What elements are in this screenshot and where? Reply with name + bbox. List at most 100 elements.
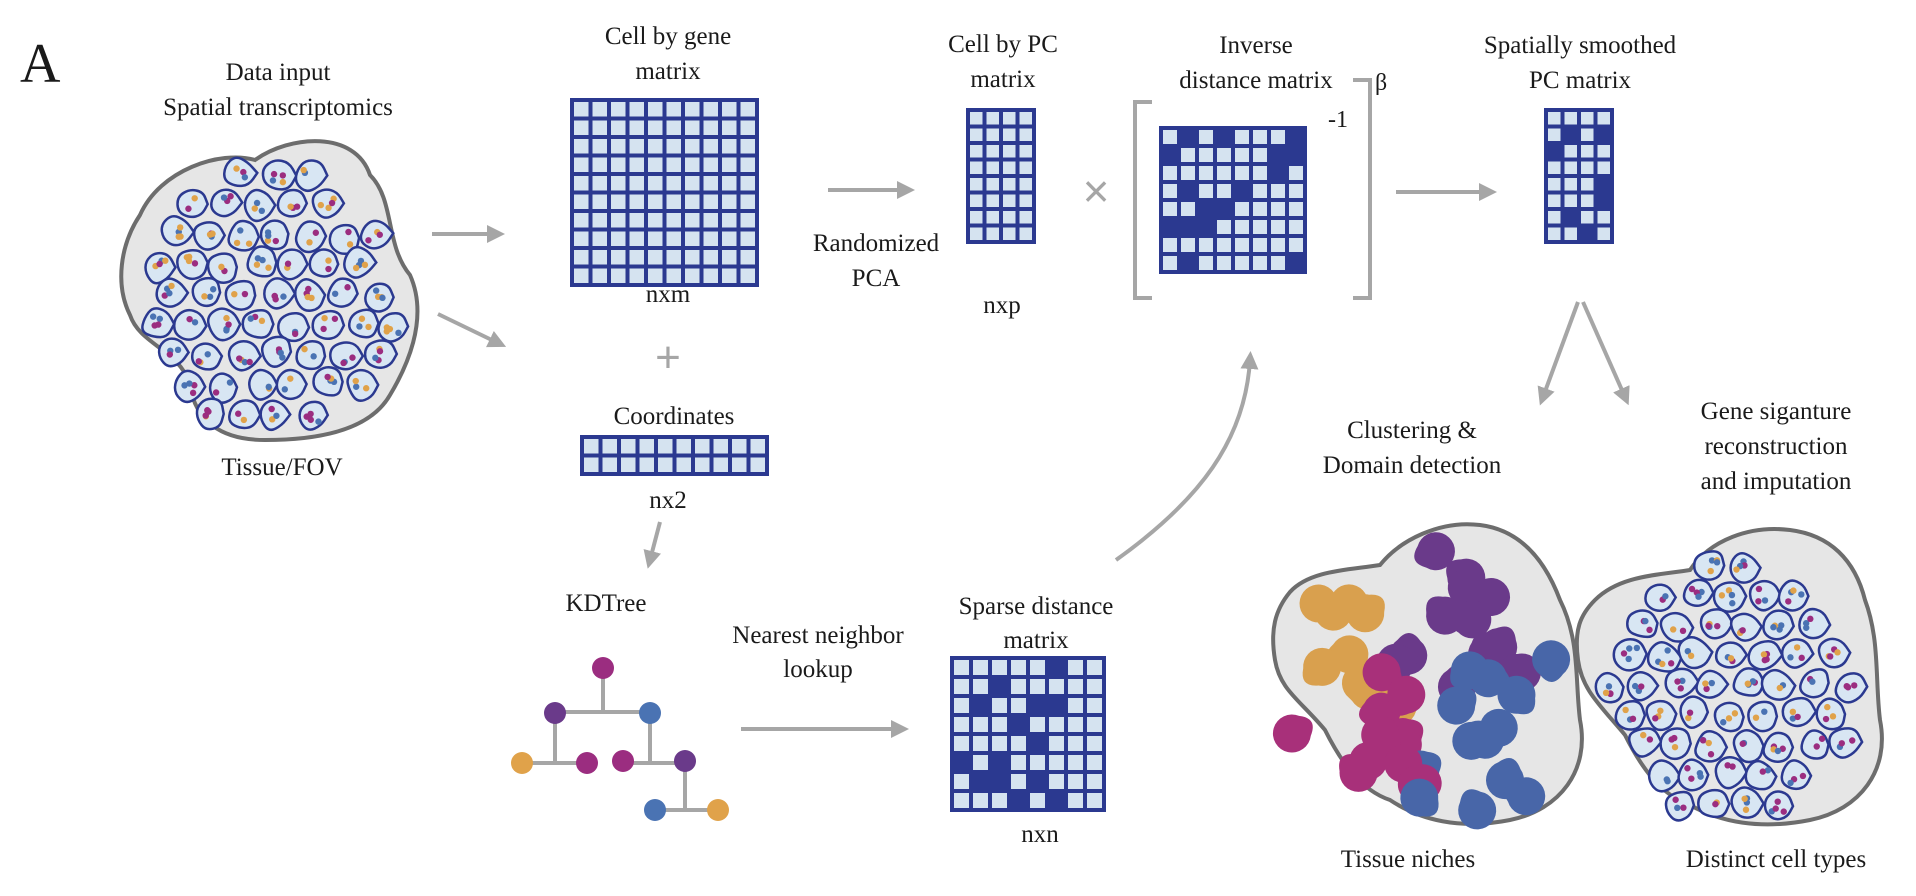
matrix-cell <box>1019 161 1032 174</box>
gene-signature-line2: reconstruction <box>1704 433 1848 460</box>
cell-by-pc-matrix <box>966 108 1036 244</box>
transcript-dot <box>1671 743 1679 751</box>
matrix-cell <box>1199 202 1213 216</box>
matrix-cell <box>574 120 589 135</box>
transcript-dot <box>1657 707 1664 714</box>
matrix-cell <box>1068 679 1083 694</box>
matrix-cell <box>1289 202 1303 216</box>
matrix-cell <box>592 231 607 246</box>
transcript-dot <box>1728 591 1736 599</box>
matrix-cell <box>676 439 691 454</box>
matrix-cell <box>732 439 747 454</box>
transcript-dot <box>1761 656 1769 664</box>
transcript-dot <box>1725 587 1733 594</box>
matrix-cell <box>629 268 644 283</box>
matrix-cell <box>1581 128 1594 141</box>
transcript-dot <box>1744 680 1752 687</box>
tissue-fov-label: Tissue/FOV <box>221 454 342 481</box>
cell-by-pc-title: Cell by PC <box>948 31 1058 58</box>
transcript-dot <box>1702 680 1709 687</box>
matrix-cell <box>1087 774 1102 789</box>
matrix-cell <box>1181 220 1195 234</box>
matrix-cell <box>685 157 700 172</box>
transcript-dot <box>272 296 279 303</box>
matrix-cell <box>685 139 700 154</box>
matrix-cell <box>1581 211 1594 224</box>
transcript-dot <box>204 351 211 358</box>
matrix-cell <box>592 250 607 265</box>
cell-shape <box>1834 672 1869 704</box>
matrix-cell <box>1003 161 1016 174</box>
matrix-cell <box>986 178 999 191</box>
cell-shape <box>1815 697 1847 731</box>
matrix-cell <box>685 120 700 135</box>
matrix-cell <box>1030 755 1045 770</box>
transcript-dot <box>1809 678 1816 685</box>
matrix-cell <box>1217 166 1231 180</box>
matrix-cell <box>732 457 747 472</box>
matrix-cell <box>1217 220 1231 234</box>
matrix-cell <box>648 120 663 135</box>
inverse-distance-matrix <box>1159 126 1307 274</box>
cell-shape <box>176 188 210 219</box>
matrix-cell <box>1271 130 1285 144</box>
matrix-cell <box>703 176 718 191</box>
clustering-subtitle: Domain detection <box>1323 452 1502 479</box>
matrix-cell <box>1217 130 1231 144</box>
cell-shape <box>1760 668 1797 701</box>
matrix-cell <box>611 194 626 209</box>
nearest-neighbor-title: Nearest neighbor <box>732 622 904 649</box>
transcript-dot <box>1739 740 1746 747</box>
matrix-cell <box>1030 698 1045 713</box>
matrix-cell <box>1011 736 1026 751</box>
right-bracket <box>1353 78 1372 300</box>
matrix-cell <box>1548 161 1561 174</box>
transcript-dot <box>340 359 347 367</box>
transcript-dot <box>223 314 230 322</box>
transcript-dot <box>365 323 372 331</box>
transcript-dot <box>383 324 391 331</box>
matrix-cell <box>992 660 1007 675</box>
cell-shape <box>1612 638 1649 672</box>
matrix-cell <box>648 157 663 172</box>
transcript-dot <box>1642 617 1649 625</box>
transcript-dot <box>245 240 253 247</box>
matrix-cell <box>1049 793 1064 808</box>
matrix-cell <box>1163 238 1177 252</box>
matrix-cell <box>1597 145 1610 158</box>
matrix-cell <box>648 102 663 117</box>
matrix-cell <box>992 736 1007 751</box>
matrix-cell <box>1003 128 1016 141</box>
niche-cell <box>1302 647 1342 686</box>
matrix-cell <box>740 157 755 172</box>
nxp-label: nxp <box>983 292 1021 319</box>
cell-shape <box>311 188 346 219</box>
transcript-dot <box>331 290 339 297</box>
transcript-dot <box>1834 649 1841 656</box>
cell-by-gene-subtitle: matrix <box>635 58 701 85</box>
transcript-dot <box>1679 627 1687 635</box>
matrix-cell <box>970 178 983 191</box>
matrix-cell <box>1235 166 1249 180</box>
transcript-dot <box>265 264 272 271</box>
matrix-cell <box>1003 178 1016 191</box>
cell-shape <box>1692 550 1726 581</box>
matrix-cell <box>954 793 969 808</box>
matrix-cell <box>1581 145 1594 158</box>
transcript-dot <box>149 313 157 320</box>
transcript-dot <box>251 205 258 212</box>
cell-shape <box>1659 727 1693 761</box>
transcript-dot <box>168 282 175 290</box>
matrix-cell <box>1253 130 1267 144</box>
matrix-cell <box>592 194 607 209</box>
transcript-dot <box>372 354 379 362</box>
transcript-dot <box>1803 624 1810 631</box>
matrix-cell <box>1217 202 1231 216</box>
matrix-cell <box>1181 130 1195 144</box>
matrix-cell <box>629 157 644 172</box>
matrix-cell <box>611 231 626 246</box>
inverse-distance-title: Inverse <box>1219 32 1293 59</box>
matrix-cell <box>666 176 681 191</box>
matrix-cell <box>611 250 626 265</box>
transcript-dot <box>268 405 275 413</box>
